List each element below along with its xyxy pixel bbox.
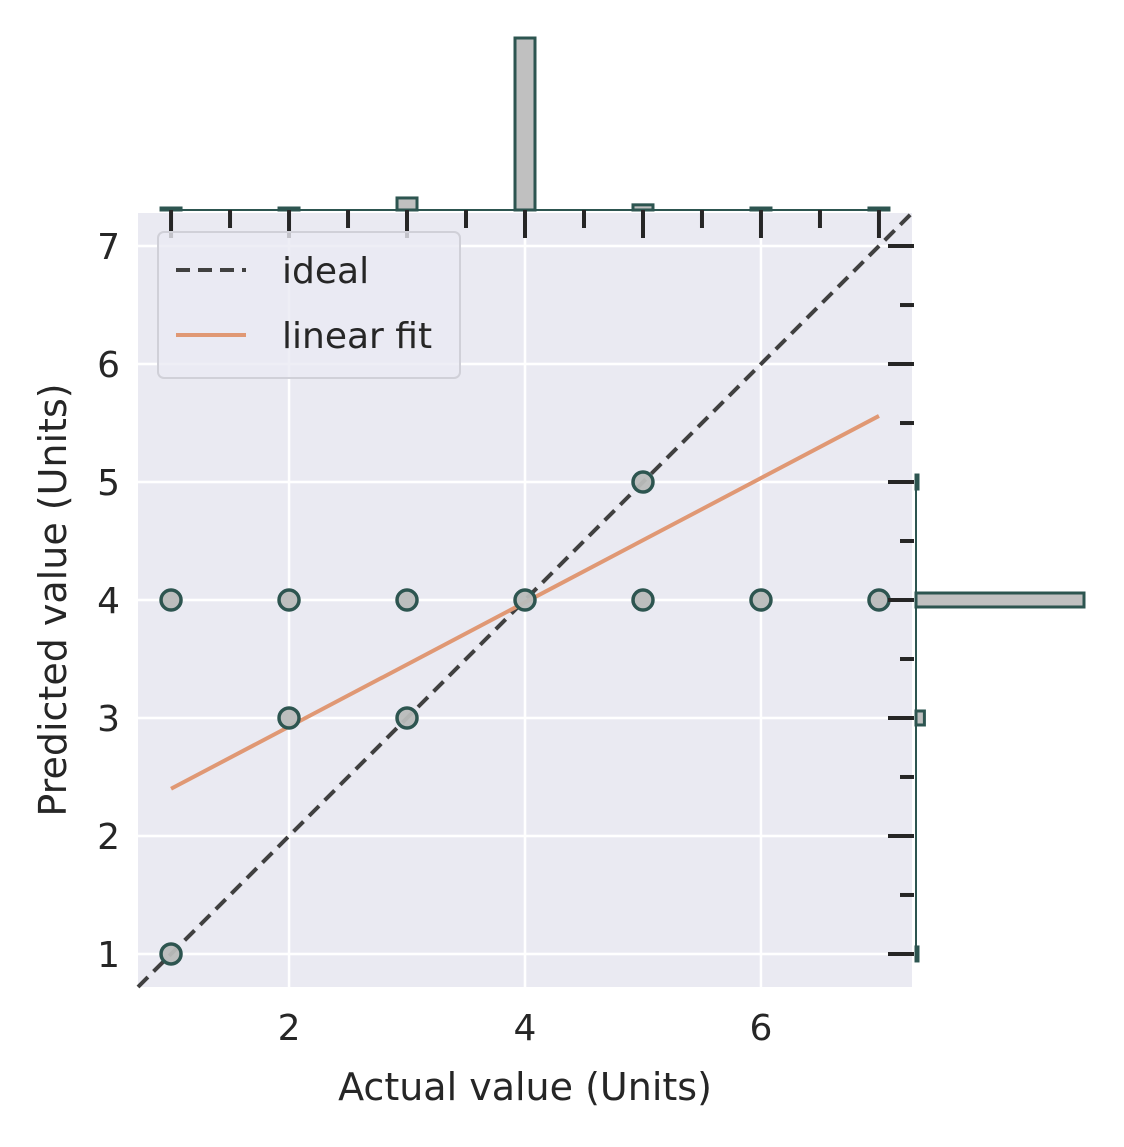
- x-tick-label: 4: [514, 1008, 537, 1049]
- x-tick-label: 2: [278, 1008, 301, 1049]
- y-tick-label: 1: [97, 935, 120, 976]
- marginal-y-bar: [914, 473, 920, 491]
- scatter-point: [867, 588, 891, 612]
- y-tick-label: 3: [97, 699, 120, 740]
- marginal-y-bar: [914, 591, 1086, 609]
- marginal-y-bar: [914, 709, 926, 727]
- scatter-point: [631, 588, 655, 612]
- ideal-line-layer: [136, 211, 914, 989]
- legend-fit-label: linear fit: [282, 316, 432, 357]
- scatter-point: [277, 588, 301, 612]
- scatter-point: [159, 588, 183, 612]
- y-tick-labels: 1 2 3 4 5 6 7: [97, 227, 120, 976]
- marginal-x-bar: [159, 206, 183, 212]
- legend-ideal-label: ideal: [282, 251, 369, 292]
- y-tick-label: 2: [97, 817, 120, 858]
- marginal-x-bar: [867, 206, 891, 212]
- scatter-point: [395, 706, 419, 730]
- marginal-x-bar: [277, 206, 301, 212]
- marginal-x-bar: [395, 196, 419, 212]
- marginal-x-bar: [513, 36, 537, 212]
- legend: ideal linear fit: [157, 231, 461, 379]
- scatter-point: [749, 588, 773, 612]
- x-tick-label: 6: [750, 1008, 773, 1049]
- marginal-y-histogram: [888, 244, 1086, 963]
- scatter-point: [631, 470, 655, 494]
- ideal-line: [136, 211, 914, 989]
- y-tick-label: 7: [97, 227, 120, 268]
- y-tick-label: 5: [97, 463, 120, 504]
- y-tick-label: 6: [97, 345, 120, 386]
- scatter-point: [395, 588, 419, 612]
- marginal-y-bar: [914, 945, 920, 963]
- marginal-x-histogram: [159, 36, 891, 238]
- scatter-point: [277, 706, 301, 730]
- y-tick-label: 4: [97, 581, 120, 622]
- x-axis-label: Actual value (Units): [338, 1065, 712, 1109]
- y-axis-label: Predicted value (Units): [31, 383, 75, 816]
- x-tick-labels: 2 4 6: [278, 1008, 773, 1049]
- marginal-x-bar: [631, 203, 655, 212]
- marginal-x-bar: [749, 206, 773, 212]
- scatter-point: [159, 942, 183, 966]
- scatter-point: [513, 588, 537, 612]
